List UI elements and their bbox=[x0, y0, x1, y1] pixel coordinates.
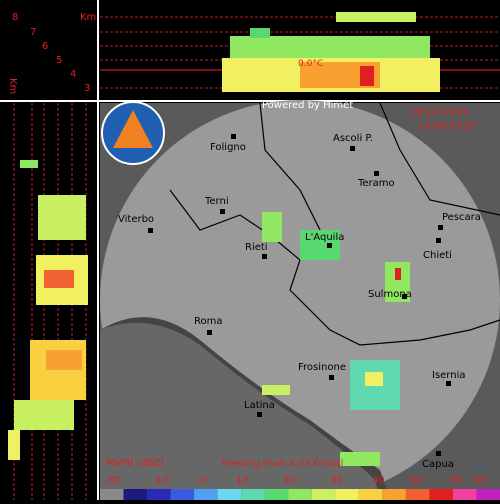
echo-profile-left bbox=[8, 160, 88, 460]
scale-swatch bbox=[429, 489, 453, 500]
scale-swatch bbox=[335, 489, 359, 500]
city: Teramo bbox=[357, 178, 395, 189]
scale-label: 10 bbox=[236, 475, 249, 486]
city: L'Aquila bbox=[305, 232, 344, 243]
scale-label: -30 bbox=[104, 475, 120, 486]
time: 14:00 CEST bbox=[418, 121, 477, 132]
scale-swatch bbox=[123, 489, 148, 500]
scale-swatch bbox=[311, 489, 336, 500]
city: Latina bbox=[244, 400, 275, 411]
city: Roma bbox=[194, 316, 223, 327]
city: Capua bbox=[422, 459, 454, 470]
scale-swatch bbox=[288, 489, 312, 500]
scale-label: 30 bbox=[330, 475, 343, 486]
height-label: 3 bbox=[84, 83, 90, 94]
freezing-label: 0.0°C bbox=[298, 59, 323, 69]
scale-swatch bbox=[194, 489, 218, 500]
scale-swatch bbox=[382, 489, 406, 500]
coast bbox=[100, 322, 380, 500]
height-unit: Km bbox=[80, 12, 96, 23]
scale-swatch bbox=[452, 489, 477, 500]
legend-title: MVMI (dBZ) bbox=[106, 458, 164, 469]
scale-label: 50 bbox=[410, 475, 423, 486]
scale-swatch bbox=[358, 489, 383, 500]
echo-profile-top bbox=[222, 12, 440, 92]
scale-label: 40 bbox=[372, 475, 385, 486]
scale-label: 65 bbox=[474, 475, 487, 486]
city: Pescara bbox=[442, 212, 481, 223]
scale-swatch bbox=[100, 489, 124, 500]
scale-swatch bbox=[241, 489, 265, 500]
city: Ascoli P. bbox=[333, 133, 373, 144]
city: Frosinone bbox=[298, 362, 346, 373]
height-label: 6 bbox=[42, 41, 48, 52]
date: 08 Jul 2015 bbox=[412, 107, 469, 118]
credit: Powered by Himet bbox=[262, 100, 353, 111]
height-label: 8 bbox=[12, 12, 18, 23]
region-borders bbox=[169, 102, 500, 346]
city: Chieti bbox=[423, 250, 452, 261]
freezing-level: Freezing level: 4.03 Km/asl bbox=[222, 459, 343, 469]
city: Terni bbox=[204, 196, 229, 207]
scale-label: 0 bbox=[200, 475, 206, 486]
scale-labels: -30 -10 0 10 20 30 40 50 60 65 bbox=[104, 475, 487, 486]
logo-triangle bbox=[113, 110, 153, 148]
echoes bbox=[262, 212, 410, 466]
scale-label: 60 bbox=[450, 475, 463, 486]
scale-swatch bbox=[476, 489, 500, 500]
city: Viterbo bbox=[118, 214, 154, 225]
scale-swatch bbox=[264, 489, 289, 500]
scale-swatch bbox=[405, 489, 430, 500]
scale-swatch bbox=[147, 489, 171, 500]
city: Rieti bbox=[245, 242, 268, 253]
height-label: 7 bbox=[30, 27, 36, 38]
city: Foligno bbox=[210, 142, 246, 153]
scale-swatch bbox=[170, 489, 195, 500]
scale-label: 20 bbox=[283, 475, 296, 486]
height-label: 5 bbox=[56, 55, 62, 66]
height-label: 4 bbox=[70, 69, 76, 80]
scale-label: -10 bbox=[152, 475, 168, 486]
side-unit: Km bbox=[7, 78, 18, 94]
cities: Foligno Ascoli P. Teramo Terni Viterbo P… bbox=[118, 133, 481, 470]
scale-swatch bbox=[217, 489, 242, 500]
color-scale bbox=[100, 489, 500, 500]
city: Isernia bbox=[432, 370, 466, 381]
sea bbox=[100, 317, 390, 500]
city: Sulmona bbox=[368, 289, 412, 300]
